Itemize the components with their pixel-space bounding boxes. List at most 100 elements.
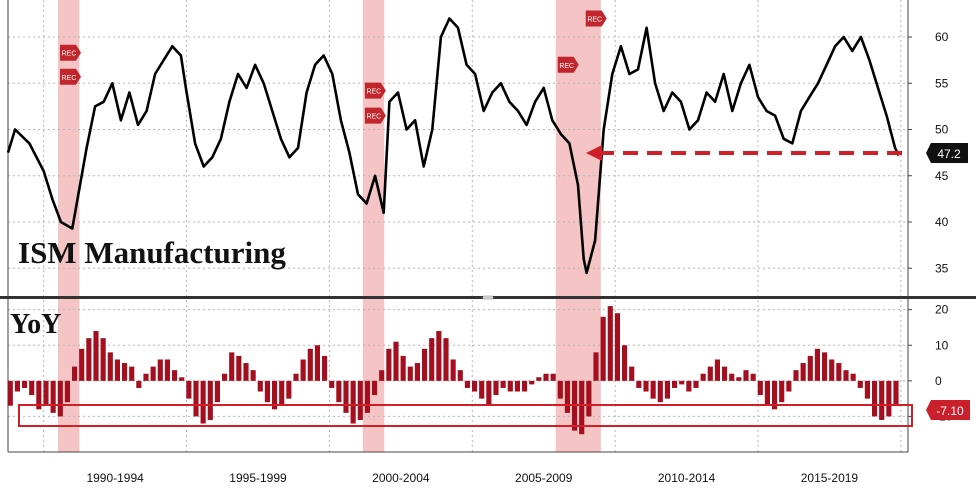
recession-band-2 [555, 0, 601, 452]
yoy-bar-106 [764, 380, 770, 406]
yoy-bar-115 [829, 359, 835, 381]
yoy-bar-109 [786, 380, 792, 392]
yoy-bar-56 [407, 366, 413, 381]
yoy-bar-25 [186, 380, 192, 399]
yoy-bar-30 [222, 373, 228, 381]
yoy-bar-94 [679, 380, 685, 385]
yoy-bar-101 [729, 373, 735, 381]
yoy-bar-26 [193, 380, 199, 417]
x-period-label-5: 2015-2019 [801, 471, 859, 485]
yoy-bar-88 [636, 380, 642, 388]
yoy-bar-16 [122, 363, 128, 381]
ism-ytick-label-5: 60 [935, 30, 949, 44]
yoy-bar-54 [393, 341, 399, 381]
yoy-bar-62 [450, 359, 456, 381]
yoy-bar-65 [472, 380, 478, 392]
yoy-bar-14 [107, 352, 113, 381]
yoy-bar-29 [214, 380, 220, 403]
yoy-bar-81 [586, 380, 592, 417]
yoy-bar-15 [114, 359, 120, 381]
recession-flag-0 [60, 44, 81, 61]
yoy-bar-31 [229, 352, 235, 381]
yoy-bar-5 [43, 380, 49, 406]
recession-flag-1 [60, 68, 81, 85]
yoy-bar-103 [743, 370, 749, 381]
yoy-bar-98 [707, 366, 713, 381]
yoy-bar-3 [29, 380, 35, 396]
yoy-bar-1 [14, 380, 20, 392]
ism-title: ISM Manufacturing [18, 235, 286, 270]
yoy-bar-92 [664, 380, 670, 399]
yoy-bar-37 [272, 380, 278, 410]
yoy-bar-9 [72, 366, 78, 381]
yoy-badge-label: -7.10 [936, 404, 964, 418]
yoy-bar-6 [50, 380, 56, 413]
x-period-label-3: 2005-2009 [515, 471, 573, 485]
yoy-bar-60 [436, 331, 442, 381]
ism-last-value-badge: 47.2 [926, 143, 968, 163]
ism-y-axis: 35 40 45 50 55 60 [908, 30, 949, 275]
yoy-bar-11 [86, 338, 92, 381]
yoy-bar-45 [329, 380, 335, 388]
yoy-bar-38 [279, 380, 285, 406]
yoy-bar-121 [872, 380, 878, 417]
yoy-bar-21 [157, 359, 163, 381]
yoy-bar-23 [172, 370, 178, 381]
x-period-label-2: 2000-2004 [372, 471, 430, 485]
negative-yoy-highlight-box [18, 404, 913, 427]
yoy-bar-82 [593, 352, 599, 381]
yoy-bar-series [7, 306, 899, 435]
yoy-bar-114 [822, 352, 828, 381]
yoy-bar-104 [750, 373, 756, 381]
yoy-bar-76 [550, 373, 556, 381]
yoy-bar-7 [57, 380, 63, 417]
panel-splitter-handle[interactable] [482, 295, 494, 300]
yoy-bar-55 [400, 355, 406, 381]
yoy-ytick-label-1: 10 [935, 338, 949, 352]
yoy-bar-52 [379, 370, 385, 381]
yoy-bar-17 [129, 366, 135, 381]
x-axis: 1990-1994 1995-1999 2000-2004 2005-2009 2010… [86, 471, 858, 485]
yoy-bar-72 [522, 380, 528, 392]
yoy-bar-83 [600, 316, 606, 381]
yoy-bar-100 [722, 366, 728, 381]
recession-flag-4 [557, 56, 579, 73]
yoy-bar-50 [364, 380, 370, 413]
yoy-bar-53 [386, 348, 392, 381]
yoy-bar-63 [457, 370, 463, 381]
ism-ytick-label-3: 50 [935, 123, 949, 137]
yoy-bar-0 [7, 380, 13, 406]
yoy-bar-13 [100, 338, 106, 381]
arrow-head [586, 145, 602, 161]
yoy-bar-85 [614, 313, 620, 381]
yoy-bar-116 [836, 363, 842, 381]
yoy-bar-87 [629, 366, 635, 381]
yoy-bar-61 [443, 338, 449, 381]
yoy-badge-shape [926, 400, 970, 420]
ism-ytick-label-1: 40 [935, 215, 949, 229]
yoy-bar-73 [529, 380, 535, 385]
yoy-bar-10 [79, 348, 85, 381]
yoy-bar-18 [136, 380, 142, 388]
yoy-bar-120 [864, 380, 870, 399]
ism-ytick-label-2: 45 [935, 169, 949, 183]
yoy-bar-105 [757, 380, 763, 396]
yoy-bar-49 [357, 380, 363, 420]
ism-badge-shape [926, 143, 968, 163]
recession-flag-label-4: REC [559, 63, 574, 70]
recession-flag-label-0: REC [62, 51, 77, 58]
yoy-bar-110 [793, 370, 799, 381]
recession-flag-2 [364, 82, 386, 99]
yoy-bar-28 [207, 380, 213, 420]
yoy-bar-44 [322, 355, 328, 381]
yoy-bar-35 [257, 380, 263, 392]
recession-flag-label-3: REC [366, 114, 381, 121]
yoy-bar-40 [293, 373, 299, 381]
yoy-bar-78 [564, 380, 570, 413]
yoy-bar-91 [657, 380, 663, 403]
yoy-bar-48 [350, 380, 356, 424]
yoy-bar-47 [343, 380, 349, 413]
yoy-ytick-label-0: 20 [935, 303, 949, 317]
recession-flags: REC REC REC REC REC REC [60, 10, 607, 124]
yoy-bar-22 [164, 359, 170, 381]
